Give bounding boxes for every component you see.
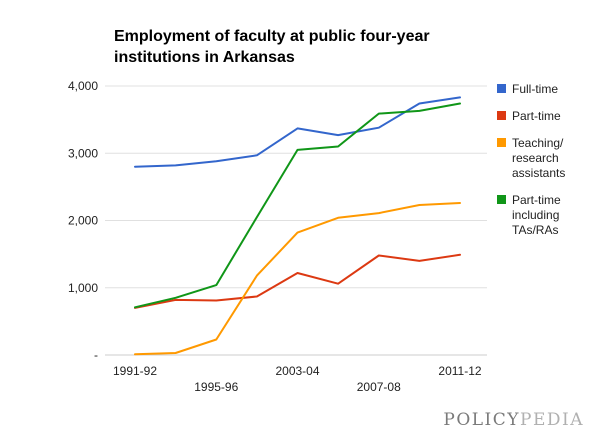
y-tick-label: - — [94, 348, 98, 362]
legend-label: Part-time — [512, 193, 561, 207]
legend-label: Full-time — [512, 82, 558, 96]
legend-label: assistants — [512, 166, 565, 180]
legend-swatch — [497, 111, 506, 120]
x-tick-label: 2011-12 — [438, 364, 481, 378]
x-tick-label: 1995-96 — [194, 380, 238, 394]
series-line-4 — [134, 102, 461, 309]
y-tick-label: 3,000 — [68, 146, 98, 160]
legend-label: Part-time — [512, 109, 561, 123]
policypedia-logo: POLICYPEDIA — [443, 410, 584, 430]
legend-label: Teaching/ — [512, 136, 564, 150]
x-tick-label: 2003-04 — [275, 364, 319, 378]
y-tick-label: 4,000 — [68, 79, 98, 93]
series-line-1 — [134, 96, 461, 168]
legend-swatch — [497, 84, 506, 93]
chart-title: Employment of faculty at public four-yea… — [114, 28, 430, 66]
legend-swatch — [497, 138, 506, 147]
legend-swatch — [497, 195, 506, 204]
y-tick-label: 1,000 — [68, 281, 98, 295]
legend-label: including — [512, 208, 559, 222]
y-tick-label: 2,000 — [68, 214, 98, 228]
legend-label: research — [512, 151, 559, 165]
series-line-2 — [134, 253, 461, 309]
legend-label: TAs/RAs — [512, 223, 558, 237]
x-tick-label: 1991-92 — [113, 364, 157, 378]
legend: Full-time Part-time Teaching/researchassis… — [497, 82, 565, 237]
series-line-3 — [134, 202, 461, 356]
series-lines — [134, 96, 461, 356]
gridlines — [105, 85, 487, 356]
x-tick-label: 2007-08 — [357, 380, 401, 394]
logo-text-main: POLICY — [443, 410, 521, 430]
logo-text-accent: PEDIA — [520, 410, 584, 430]
axes: - 1,000 2,000 3,000 4,000 1991-92 1995-96 2003-… — [68, 79, 482, 394]
